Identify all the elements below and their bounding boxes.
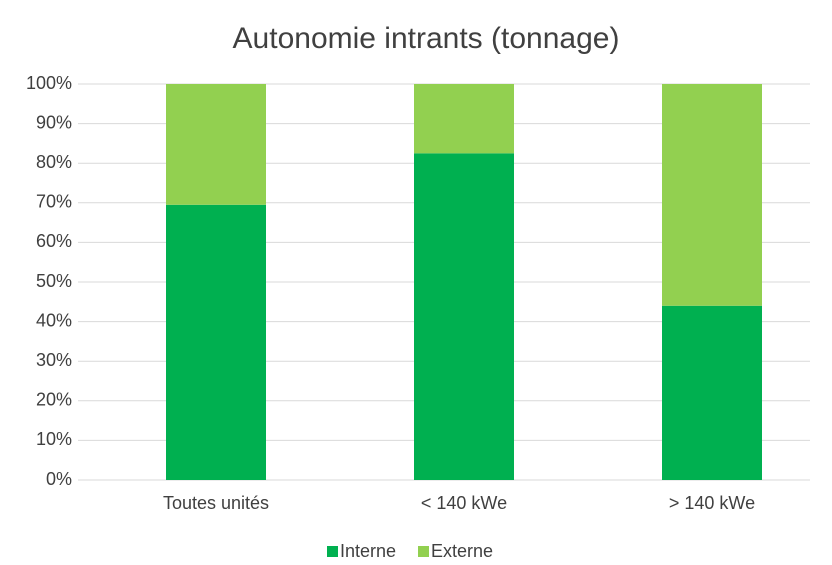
y-tick-label: 80% bbox=[36, 152, 72, 172]
legend-label: Externe bbox=[431, 541, 493, 561]
y-tick-label: 30% bbox=[36, 350, 72, 370]
x-tick-label: Toutes unités bbox=[163, 493, 269, 513]
bar-segment bbox=[662, 84, 762, 306]
y-tick-label: 40% bbox=[36, 310, 72, 330]
y-tick-label: 100% bbox=[26, 73, 72, 93]
bar-segment bbox=[414, 84, 514, 154]
bar-segment bbox=[414, 153, 514, 481]
y-tick-label: 90% bbox=[36, 112, 72, 132]
y-tick-label: 20% bbox=[36, 390, 72, 410]
bar-segment bbox=[166, 204, 266, 480]
legend-swatch bbox=[327, 546, 338, 557]
bar-segment bbox=[662, 305, 762, 480]
x-tick-label: > 140 kWe bbox=[669, 493, 755, 513]
y-tick-label: 60% bbox=[36, 231, 72, 251]
legend-label: Interne bbox=[340, 541, 396, 561]
y-tick-label: 70% bbox=[36, 192, 72, 212]
y-tick-label: 0% bbox=[46, 469, 72, 489]
x-tick-label: < 140 kWe bbox=[421, 493, 507, 513]
chart-title: Autonomie intrants (tonnage) bbox=[233, 22, 620, 55]
legend-swatch bbox=[418, 546, 429, 557]
y-tick-label: 50% bbox=[36, 271, 72, 291]
y-tick-label: 10% bbox=[36, 429, 72, 449]
bar-segment bbox=[166, 84, 266, 205]
